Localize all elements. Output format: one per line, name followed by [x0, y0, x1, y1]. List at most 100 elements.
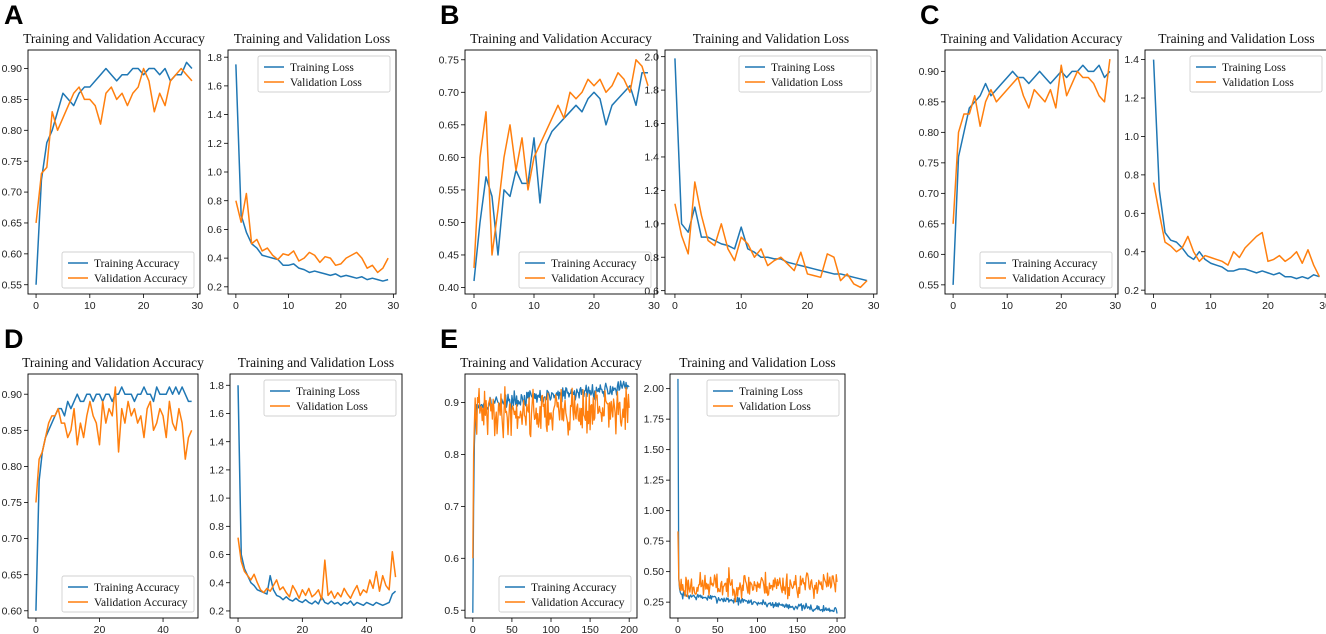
x-tick-label: 100: [749, 624, 767, 634]
y-tick-label: 0.90: [2, 63, 23, 75]
legend: Training Accuracy Validation Accuracy: [61, 251, 195, 289]
legend-label: Training Loss: [296, 386, 360, 398]
x-tick-label: 0: [233, 300, 239, 312]
chart-title: Training and Validation Accuracy: [470, 31, 652, 46]
y-tick-label: 1.6: [207, 80, 222, 92]
y-tick-label: 0.80: [2, 461, 23, 473]
x-tick-label: 0: [1151, 300, 1157, 312]
legend-label: Validation Accuracy: [551, 273, 645, 285]
series-line-validation-accuracy: [952, 59, 1111, 224]
y-tick-label: 0.50: [439, 217, 460, 229]
legend: Training Accuracy Validation Accuracy: [518, 251, 652, 289]
y-tick-label: 0.65: [2, 569, 23, 581]
y-tick-label: 1.8: [644, 85, 659, 97]
x-tick-label: 0: [672, 300, 678, 312]
legend-box: [706, 379, 840, 417]
series-line-validation-accuracy: [472, 386, 630, 559]
x-tick-label: 10: [1205, 300, 1217, 312]
series-line-training-accuracy: [35, 61, 193, 285]
y-tick-label: 1.4: [644, 152, 659, 164]
x-tick-label: 20: [1262, 300, 1274, 312]
y-tick-label: 0.70: [2, 533, 23, 545]
y-tick-label: 0.2: [209, 606, 224, 618]
legend: Training Accuracy Validation Accuracy: [979, 251, 1113, 289]
chart-title: Training and Validation Accuracy: [22, 355, 204, 370]
x-tick-label: 30: [388, 300, 400, 312]
x-tick-label: 30: [868, 300, 880, 312]
y-tick-label: 1.2: [209, 465, 224, 477]
x-tick-label: 20: [138, 300, 150, 312]
y-tick-label: 1.0: [209, 493, 224, 505]
chart-title: Training and Validation Loss: [679, 355, 835, 370]
y-tick-label: 0.85: [2, 94, 23, 106]
x-tick-label: 100: [542, 624, 560, 634]
series-line-training-accuracy: [473, 72, 648, 282]
legend-box: [263, 379, 397, 417]
axes-frame: [464, 49, 658, 295]
y-tick-label: 0.2: [1124, 285, 1139, 297]
y-tick-label: 0.8: [1124, 169, 1139, 181]
loss-chart: Training and Validation Loss 0 10 20 30 0.6 0.…: [644, 31, 879, 312]
chart-title: Training and Validation Accuracy: [23, 31, 205, 46]
legend-box: [257, 55, 391, 93]
panel-letter: C: [920, 0, 940, 30]
chart-title: Training and Validation Loss: [1158, 31, 1314, 46]
legend-label: Validation Loss: [296, 401, 368, 413]
y-tick-label: 0.60: [439, 152, 460, 164]
y-tick-label: 1.2: [207, 138, 222, 150]
loss-chart: Training and Validation Loss 0 10 20 30 0.2 0.…: [207, 31, 399, 312]
axes-frame: [1144, 49, 1326, 295]
y-tick-label: 0.55: [439, 184, 460, 196]
axes-frame: [27, 49, 201, 295]
y-tick-label: 1.00: [644, 505, 665, 517]
y-tick-label: 1.0: [207, 167, 222, 179]
x-tick-label: 0: [675, 624, 681, 634]
accuracy-chart: Training and Validation Accuracy 0 50 100 15…: [444, 355, 642, 634]
accuracy-chart: Training and Validation Accuracy 0 10 20 30 0…: [919, 31, 1123, 312]
chart-title: Training and Validation Accuracy: [941, 31, 1123, 46]
legend-label: Training Loss: [290, 62, 354, 74]
y-tick-label: 0.6: [644, 285, 659, 297]
legend: Training Loss Validation Loss: [1189, 55, 1323, 93]
legend-box: [979, 251, 1113, 289]
y-tick-label: 0.80: [919, 127, 940, 139]
y-tick-label: 1.6: [209, 408, 224, 420]
legend: Training Loss Validation Loss: [257, 55, 391, 93]
y-tick-label: 0.75: [2, 497, 23, 509]
legend: Training Accuracy Validation Accuracy: [498, 575, 632, 613]
chart-title: Training and Validation Loss: [693, 31, 849, 46]
x-tick-label: 50: [506, 624, 518, 634]
panel-letter: D: [4, 324, 24, 354]
series-line-validation-accuracy: [35, 67, 193, 224]
series-line-validation-loss: [677, 531, 838, 603]
y-tick-label: 0.60: [919, 249, 940, 261]
y-tick-label: 2.0: [644, 51, 659, 63]
y-tick-label: 1.6: [644, 118, 659, 130]
chart-title: Training and Validation Loss: [234, 31, 390, 46]
x-tick-label: 0: [470, 624, 476, 634]
legend-label: Validation Loss: [739, 401, 811, 413]
y-tick-label: 0.85: [919, 96, 940, 108]
legend: Training Loss Validation Loss: [738, 55, 872, 93]
panel-letter: E: [440, 324, 458, 354]
x-tick-label: 10: [735, 300, 747, 312]
loss-chart: Training and Validation Loss 0 50 100 150 200…: [644, 355, 846, 634]
x-tick-label: 150: [789, 624, 807, 634]
y-tick-label: 0.4: [207, 253, 222, 265]
x-tick-label: 0: [33, 624, 39, 634]
legend-label: Validation Accuracy: [531, 597, 625, 609]
panel-b: B Training and Validation Accuracy 0 10 20 30…: [439, 0, 880, 312]
y-tick-label: 0.9: [444, 397, 459, 409]
y-tick-label: 0.75: [644, 536, 665, 548]
legend-label: Training Accuracy: [94, 582, 180, 594]
y-tick-label: 0.4: [1124, 246, 1139, 258]
legend-label: Training Accuracy: [531, 582, 617, 594]
legend-label: Training Loss: [771, 62, 835, 74]
legend-box: [61, 251, 195, 289]
accuracy-chart: Training and Validation Accuracy 0 20 40 0.6…: [2, 355, 205, 634]
series-line-validation-loss: [1152, 182, 1321, 278]
y-tick-label: 0.7: [444, 501, 459, 513]
legend-box: [738, 55, 872, 93]
